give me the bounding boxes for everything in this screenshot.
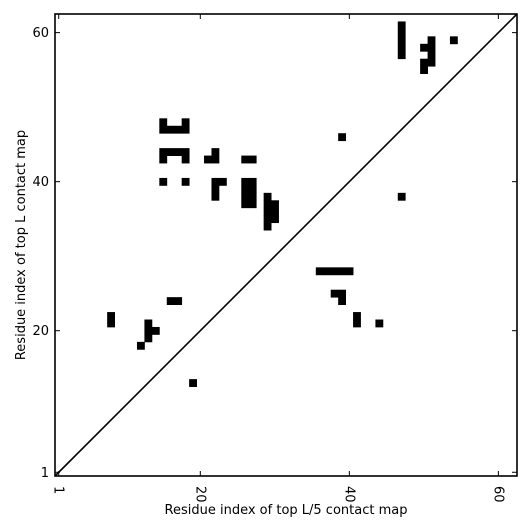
contact-cell (427, 51, 436, 60)
contact-cell (211, 185, 220, 194)
contact-cell (263, 207, 272, 216)
contact-cell (263, 192, 272, 201)
contact-cell (353, 319, 361, 328)
contact-cell (241, 192, 250, 201)
contact-cell (159, 155, 168, 164)
contact-cell (338, 267, 347, 276)
contact-cell (330, 289, 339, 298)
contact-cell (241, 185, 250, 194)
x-axis-title: Residue index of top L/5 contact map (165, 503, 408, 518)
contact-cell (397, 43, 406, 52)
contact-cell (166, 297, 175, 306)
x-tick-label: 1 (51, 486, 66, 494)
contact-cell (420, 66, 428, 75)
contact-cell (338, 297, 347, 306)
contact-cell (397, 192, 406, 201)
contact-cell (353, 312, 361, 320)
contact-cell (241, 200, 250, 209)
x-tick-label: 20 (192, 486, 207, 503)
contact-cell (159, 125, 168, 134)
contact-cell (345, 267, 354, 276)
contact-cell (174, 297, 183, 306)
contact-cell (136, 341, 145, 350)
contact-cell (248, 200, 257, 209)
contact-cell (263, 222, 272, 231)
y-tick-label: 60 (32, 26, 49, 41)
contact-cell (181, 155, 190, 164)
contact-cell (375, 319, 384, 328)
y-tick-label: 40 (32, 175, 49, 190)
contact-cell (174, 148, 183, 156)
contact-cell (218, 177, 227, 186)
contact-cell (271, 200, 279, 209)
contact-cell (241, 155, 250, 164)
contact-cell (338, 133, 347, 142)
contact-cell (427, 36, 436, 45)
contact-cell (271, 207, 279, 216)
contact-cell (248, 177, 257, 186)
contact-cell (181, 148, 190, 156)
contact-cell (427, 43, 436, 52)
contact-cell (166, 148, 175, 156)
contact-cell (181, 118, 190, 127)
contact-cell (166, 125, 175, 134)
contact-cell (159, 177, 168, 186)
diagonal-line (54, 13, 518, 477)
contact-cell (263, 200, 272, 209)
contact-cell (189, 379, 197, 387)
contact-cell (427, 58, 436, 67)
contact-cell (397, 21, 406, 30)
contact-cell (204, 155, 212, 164)
contact-cell (211, 192, 220, 201)
contact-cell (330, 267, 339, 276)
contact-cell (107, 312, 116, 320)
contact-cell (174, 125, 183, 134)
axis-ticks: 1 20 40 60 1 20 40 60 (32, 14, 517, 503)
x-tick-label: 40 (341, 486, 356, 503)
y-tick-label: 1 (41, 466, 49, 481)
contact-cell (248, 192, 257, 201)
contact-cell (397, 36, 406, 45)
plot-frame (54, 13, 518, 477)
contact-cell (323, 267, 332, 276)
contact-cell (181, 177, 190, 186)
contact-cell (181, 125, 190, 134)
contact-cell (144, 326, 153, 335)
contact-cell (211, 148, 220, 156)
y-tick-label: 20 (32, 324, 49, 339)
contact-cell (338, 289, 347, 298)
contact-cell (159, 148, 168, 156)
contact-cell (420, 43, 428, 52)
contact-cell (271, 215, 279, 224)
y-axis-title: Residue index of top L contact map (14, 130, 29, 360)
contact-cell (315, 267, 324, 276)
contact-cell (211, 177, 220, 186)
contact-cells (107, 21, 458, 387)
contact-cell (144, 319, 153, 328)
x-tick-label: 60 (490, 486, 505, 503)
contact-cell (107, 319, 116, 328)
contact-cell (263, 215, 272, 224)
contact-cell (449, 36, 458, 45)
contact-cell (397, 28, 406, 37)
contact-cell (248, 185, 257, 194)
contact-cell (420, 58, 428, 67)
contact-cell (241, 177, 250, 186)
contact-cell (397, 51, 406, 60)
contact-cell (159, 118, 168, 127)
contact-cell (144, 334, 153, 343)
contact-cell (151, 326, 160, 335)
contact-cell (248, 155, 257, 164)
contact-cell (211, 155, 220, 164)
